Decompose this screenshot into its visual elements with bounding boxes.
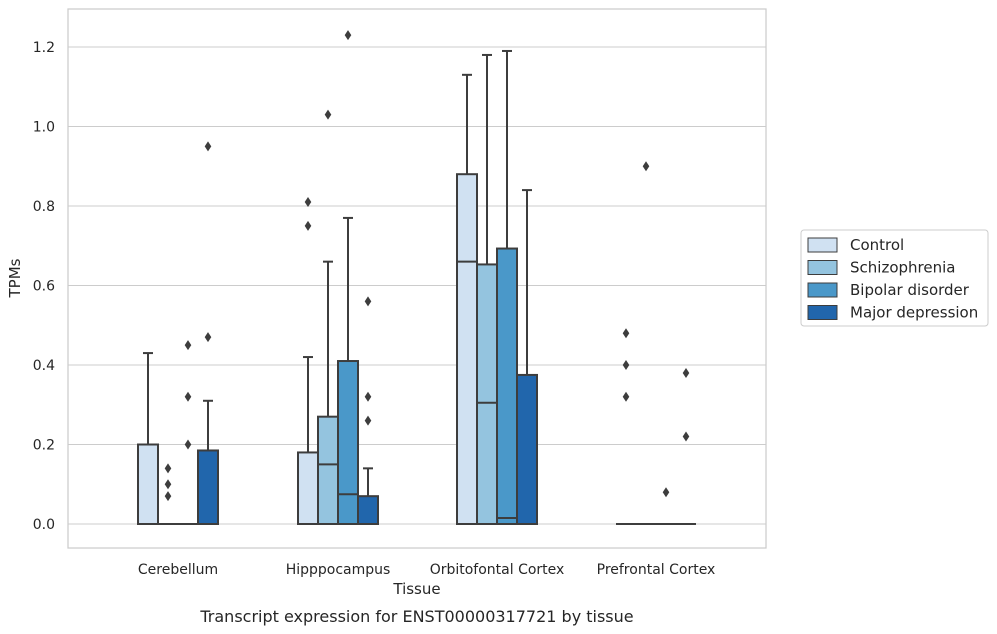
x-tick-label: Cerebellum (138, 562, 218, 578)
box (357, 495, 379, 525)
outlier-point (682, 431, 690, 442)
y-tick-label: 0.0 (33, 517, 55, 533)
y-tick-label: 0.8 (33, 199, 55, 215)
outlier-point (204, 332, 212, 343)
box (456, 173, 478, 525)
y-tick-labels: 0.0 0.2 0.4 0.6 0.8 1.0 1.2 (33, 40, 55, 533)
box-group (317, 109, 339, 525)
box-group (357, 296, 379, 525)
box-group (178, 340, 198, 525)
outlier-point (324, 109, 332, 120)
x-tick-labels: Cerebellum Hipppocampus Orbitofontal Corte… (138, 562, 715, 578)
legend-swatch (807, 237, 838, 253)
box-group (337, 30, 359, 525)
legend-label: Major depression (850, 304, 978, 322)
box (197, 449, 219, 525)
outlier-point (662, 487, 670, 498)
legend-label: Schizophrenia (850, 259, 955, 277)
box (476, 263, 498, 525)
y-tick-label: 1.0 (33, 120, 55, 136)
y-tick-label: 0.2 (33, 438, 55, 454)
y-tick-label: 0.6 (33, 279, 55, 295)
y-tick-label: 1.2 (33, 40, 55, 56)
outlier-point (184, 340, 192, 351)
plot-frame (67, 8, 767, 549)
y-tick-label: 0.4 (33, 358, 55, 374)
box (137, 443, 159, 525)
box (516, 373, 538, 525)
outlier-point (622, 360, 630, 370)
outlier-point (184, 439, 192, 450)
box (317, 415, 339, 525)
legend: Control Schizophrenia Bipolar disorder Majo… (800, 229, 989, 327)
box-group (656, 487, 676, 525)
outlier-point (164, 463, 172, 474)
x-tick-label: Prefrontal Cortex (597, 562, 716, 578)
legend-label: Bipolar disorder (850, 281, 970, 299)
outlier-point (184, 391, 192, 402)
x-axis-title: Tissue (392, 580, 440, 598)
x-tick-label: Hipppocampus (286, 562, 391, 578)
legend-swatch (807, 260, 838, 275)
legend-frame (800, 229, 989, 327)
outlier-point (344, 30, 352, 41)
plot-area (68, 9, 766, 548)
box (297, 451, 319, 526)
outlier-point (364, 391, 372, 402)
box-group (158, 463, 178, 525)
outlier-point (204, 141, 212, 152)
chart-caption: Transcript expression for ENST0000031772… (199, 607, 633, 626)
outlier-point (364, 296, 372, 307)
box (337, 360, 359, 525)
x-tick-label: Orbitofontal Cortex (430, 562, 565, 578)
outlier-point (164, 479, 172, 490)
box-group (616, 328, 636, 525)
outlier-point (622, 391, 630, 402)
outlier-point (622, 328, 630, 339)
outlier-point (164, 491, 172, 502)
box-group (676, 367, 696, 525)
box (496, 247, 518, 525)
box-group (636, 161, 656, 525)
outlier-point (304, 197, 312, 208)
outlier-point (304, 220, 312, 231)
box-group (197, 141, 219, 525)
legend-swatch (807, 282, 838, 298)
box-group (516, 189, 538, 525)
legend-label: Control (850, 236, 904, 254)
box-group (137, 352, 159, 525)
box-series (137, 30, 696, 526)
y-axis-title: TPMs (6, 258, 24, 298)
box-group (297, 197, 319, 526)
outlier-point (682, 367, 690, 378)
outlier-point (364, 415, 372, 426)
legend-swatch (807, 305, 838, 320)
outlier-point (642, 161, 650, 172)
grid-lines (68, 46, 766, 525)
